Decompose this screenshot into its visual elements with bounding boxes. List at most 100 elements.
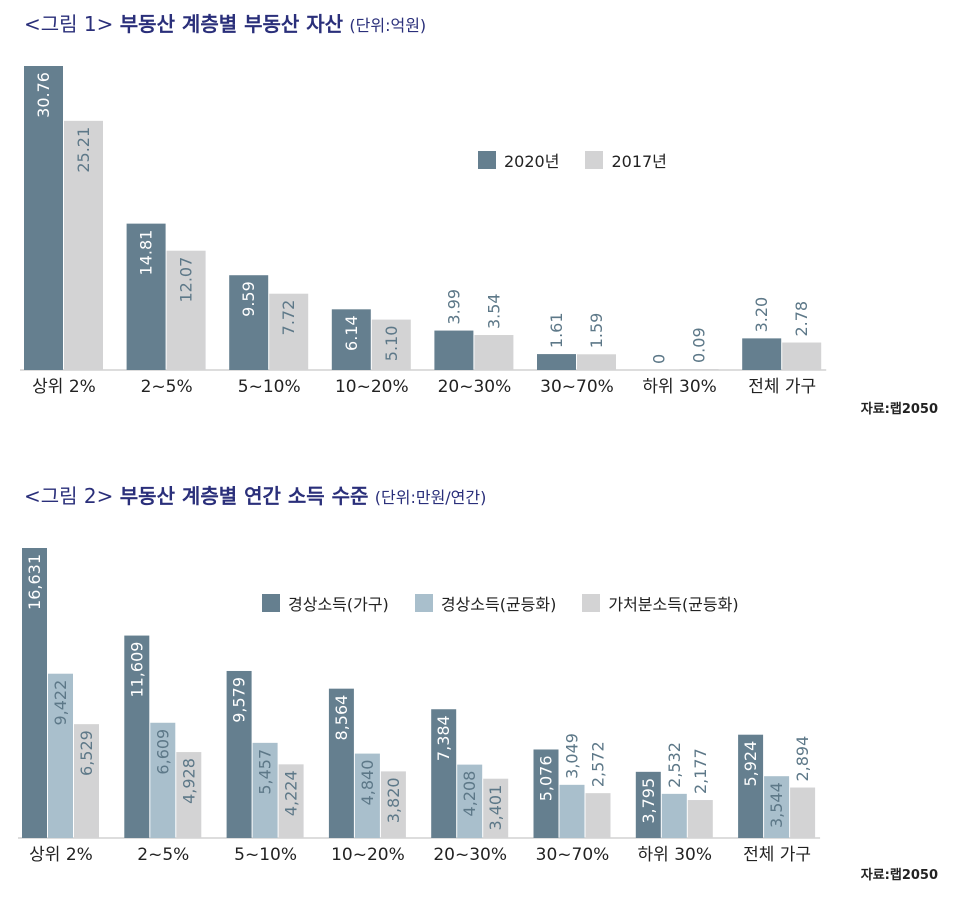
bar-2-1-0 bbox=[124, 635, 150, 838]
value-label-2-3-1: 4,840 bbox=[358, 760, 377, 806]
value-label-1-6-0: 0 bbox=[650, 354, 669, 364]
bar-2-2-0 bbox=[226, 670, 252, 838]
value-label-2-2-2: 4,224 bbox=[282, 770, 301, 816]
category-label-2-4: 20~30% bbox=[433, 845, 507, 865]
bar-1-3-0 bbox=[331, 309, 371, 370]
value-label-2-0-2: 6,529 bbox=[77, 730, 96, 776]
value-label-1-5-0: 1.61 bbox=[547, 312, 566, 348]
value-label-2-3-2: 3,820 bbox=[384, 777, 403, 823]
bar-2-2-1 bbox=[252, 742, 278, 838]
bar-2-5-1 bbox=[559, 784, 585, 838]
value-label-1-7-0: 3.20 bbox=[752, 297, 771, 333]
category-label-1-5: 30~70% bbox=[540, 377, 614, 397]
category-label-2-0: 상위 2% bbox=[29, 845, 93, 865]
bar-2-7-1 bbox=[764, 776, 790, 838]
legend-swatch-1-0 bbox=[478, 151, 496, 169]
value-label-2-5-2: 2,572 bbox=[589, 741, 608, 787]
value-label-2-1-1: 6,609 bbox=[153, 729, 172, 775]
figure-2-legend: 경상소득(가구) 경상소득(균등화) 가처분소득(균등화) bbox=[262, 591, 739, 615]
legend-item-2-0: 경상소득(가구) bbox=[262, 591, 389, 615]
bar-2-1-2 bbox=[176, 752, 202, 838]
bar-1-7-1 bbox=[782, 342, 822, 370]
figure-1-legend: 2020년 2017년 bbox=[478, 148, 667, 172]
value-label-2-2-1: 5,457 bbox=[256, 749, 275, 795]
bar-2-5-0 bbox=[533, 749, 559, 838]
category-label-2-3: 10~20% bbox=[331, 845, 405, 865]
value-label-2-4-2: 3,401 bbox=[486, 785, 505, 831]
value-label-1-1-1: 12.07 bbox=[177, 257, 196, 303]
legend-swatch-1-1 bbox=[585, 151, 604, 169]
value-label-2-1-2: 4,928 bbox=[179, 758, 198, 804]
bar-2-3-1 bbox=[354, 753, 380, 838]
value-label-1-1-0: 14.81 bbox=[137, 230, 156, 276]
category-label-1-0: 상위 2% bbox=[32, 377, 96, 397]
value-label-1-4-0: 3.99 bbox=[444, 289, 463, 325]
value-label-2-6-2: 2,177 bbox=[691, 748, 710, 794]
bar-2-4-1 bbox=[457, 764, 483, 838]
figure-2-source: 자료:랩2050 bbox=[860, 868, 938, 883]
legend-label-2-0: 경상소득(가구) bbox=[288, 595, 389, 614]
category-label-1-6: 하위 30% bbox=[642, 377, 716, 397]
bar-1-4-0 bbox=[434, 330, 474, 370]
figure-2-title: <그림 2> 부동산 계층별 연간 소득 수준 (단위:만원/연간) bbox=[24, 480, 486, 509]
figure-2-title-main: 부동산 계층별 연간 소득 수준 bbox=[119, 484, 369, 508]
bar-1-7-0 bbox=[742, 338, 782, 370]
category-label-1-4: 20~30% bbox=[438, 377, 512, 397]
legend-label-1-1: 2017년 bbox=[611, 152, 667, 171]
legend-swatch-2-1 bbox=[414, 594, 433, 612]
value-label-2-7-1: 3,544 bbox=[767, 782, 786, 828]
bar-2-0-1 bbox=[48, 673, 73, 838]
value-label-2-0-1: 9,422 bbox=[51, 680, 70, 726]
value-label-2-2-0: 9,579 bbox=[230, 677, 249, 723]
bar-1-1-0 bbox=[126, 223, 166, 370]
legend-item-1-1: 2017년 bbox=[585, 148, 667, 172]
value-label-2-6-1: 2,532 bbox=[665, 742, 684, 788]
figure-1-title: <그림 1> 부동산 계층별 부동산 자산 (단위:억원) bbox=[24, 8, 426, 37]
figure-1-bar-chart: 30.76 25.21 상위 2% 14.81 12.07 2~5% 9.59 7.72 5~1… bbox=[20, 66, 827, 397]
figure-2-unit: (단위:만원/연간) bbox=[374, 488, 487, 507]
bar-1-6-1 bbox=[679, 369, 719, 370]
bar-1-2-0 bbox=[229, 275, 269, 370]
bar-2-5-2 bbox=[585, 793, 611, 838]
category-label-1-3: 10~20% bbox=[335, 377, 409, 397]
bar-2-4-0 bbox=[431, 709, 457, 838]
bar-2-0-0 bbox=[22, 548, 47, 838]
bar-2-3-2 bbox=[380, 771, 406, 838]
figure-2-title-prefix: <그림 2> bbox=[24, 484, 114, 508]
value-label-1-7-1: 2.78 bbox=[792, 301, 811, 337]
bar-2-6-2 bbox=[687, 800, 713, 838]
value-label-1-3-0: 6.14 bbox=[342, 315, 361, 351]
figure-1-title-prefix: <그림 1> bbox=[24, 12, 114, 36]
value-label-2-4-1: 4,208 bbox=[460, 771, 479, 817]
legend-item-1-0: 2020년 bbox=[478, 148, 559, 172]
bar-2-7-2 bbox=[790, 787, 816, 838]
bar-2-0-2 bbox=[74, 724, 99, 838]
value-label-1-6-1: 0.09 bbox=[690, 327, 709, 363]
legend-swatch-2-2 bbox=[582, 594, 601, 612]
value-label-1-3-1: 5.10 bbox=[382, 326, 401, 362]
value-label-2-5-0: 5,076 bbox=[537, 755, 556, 801]
bar-2-6-0 bbox=[635, 771, 661, 838]
bar-2-6-1 bbox=[661, 793, 687, 838]
value-label-2-1-0: 11,609 bbox=[127, 642, 146, 698]
bar-1-3-1 bbox=[371, 319, 411, 370]
value-label-1-2-0: 9.59 bbox=[239, 281, 258, 317]
legend-item-2-1: 경상소득(균등화) bbox=[414, 591, 556, 615]
bar-2-3-0 bbox=[328, 688, 354, 838]
value-label-1-2-1: 7.72 bbox=[279, 300, 298, 336]
value-label-2-5-1: 3,049 bbox=[563, 733, 582, 779]
category-label-2-2: 5~10% bbox=[234, 845, 297, 865]
value-label-2-7-0: 5,924 bbox=[741, 741, 760, 787]
figure-1-unit: (단위:억원) bbox=[349, 16, 427, 35]
category-label-1-7: 전체 가구 bbox=[748, 377, 816, 397]
value-label-2-3-0: 8,564 bbox=[332, 695, 351, 741]
category-label-2-1: 2~5% bbox=[137, 845, 189, 865]
value-label-2-0-0: 16,631 bbox=[25, 554, 44, 610]
value-label-1-0-0: 30.76 bbox=[34, 72, 53, 118]
value-label-2-6-0: 3,795 bbox=[639, 778, 658, 824]
category-label-2-5: 30~70% bbox=[536, 845, 610, 865]
value-label-1-4-1: 3.54 bbox=[484, 293, 503, 329]
value-label-1-5-1: 1.59 bbox=[587, 313, 606, 349]
bar-1-4-1 bbox=[474, 335, 514, 370]
